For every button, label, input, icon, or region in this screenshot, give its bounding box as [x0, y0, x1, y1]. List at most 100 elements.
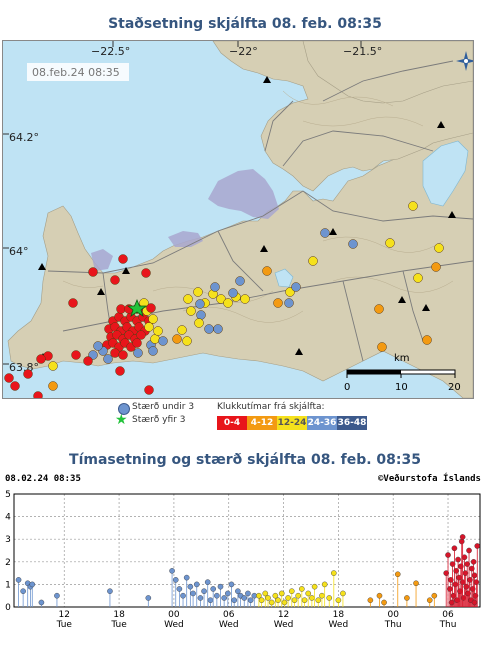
quake-point — [15, 577, 22, 583]
bin-24-36: 24-36 — [307, 416, 337, 430]
timeline-header-right: ©Veðurstofa Íslands — [378, 472, 481, 484]
quake-point — [335, 597, 342, 604]
earthquake-dot — [235, 276, 245, 286]
volcano-icon — [97, 288, 105, 295]
quake-point — [376, 592, 383, 599]
quake-point — [190, 590, 196, 597]
earthquake-dot — [228, 288, 238, 298]
bin-4-12: 4-12 — [247, 416, 277, 430]
quake-point — [288, 588, 295, 594]
quake-point — [458, 538, 465, 545]
quake-point — [464, 561, 471, 567]
earthquake-dot — [186, 306, 196, 316]
timeline-title: Tímasetning og stærð skjálfta 08. feb. 0… — [69, 452, 421, 468]
urban-area — [208, 169, 279, 219]
quake-point — [225, 590, 231, 597]
legend-time-title: Klukkutímar frá skjálfta: — [217, 402, 325, 412]
earthquake-dot — [150, 334, 160, 344]
earthquake-dot — [262, 266, 272, 276]
quake-point — [315, 597, 322, 604]
earthquake-dot — [153, 326, 163, 336]
earthquake-dot — [196, 310, 206, 320]
earthquake-dot — [116, 304, 126, 314]
earthquake-dot — [93, 341, 103, 351]
quake-point — [54, 592, 60, 599]
earthquake-dot — [33, 391, 43, 398]
lon-label-1: −22.5° — [91, 45, 130, 58]
earthquake-dot — [284, 298, 294, 308]
quake-point — [340, 590, 346, 597]
earthquake-dot — [374, 304, 384, 314]
earthquake-dot — [68, 298, 78, 308]
earthquake-dot — [133, 348, 143, 358]
lat-label-2: 64° — [9, 245, 29, 258]
quake-point — [193, 581, 200, 588]
earthquake-dot — [36, 354, 46, 364]
quake-point — [453, 568, 460, 574]
quake-point — [468, 565, 475, 572]
quake-point — [331, 570, 337, 576]
earthquake-dot — [110, 275, 120, 285]
volcano-icon — [122, 267, 130, 274]
x-tick-hour: 06 — [223, 610, 235, 620]
earthquake-dot — [71, 350, 81, 360]
earthquake-dot — [146, 303, 156, 313]
quake-point — [447, 586, 453, 592]
quake-point — [197, 595, 204, 601]
y-tick-label: 4 — [5, 513, 11, 523]
earthquake-dot — [103, 354, 113, 364]
quake-point — [471, 599, 478, 606]
quake-point — [319, 592, 325, 599]
quake-point — [321, 581, 328, 588]
quake-point — [29, 581, 36, 588]
earthquake-dot — [377, 342, 387, 352]
vedurstofa-logo-icon — [456, 51, 473, 71]
lon-label-3: −21.5° — [343, 45, 382, 58]
earthquake-map[interactable]: −22.5° −22° −21.5° 64.2° 64° 63.8° 08.fe… — [2, 40, 474, 399]
quake-point — [235, 588, 241, 594]
quake-point — [291, 597, 298, 604]
quake-point — [413, 580, 419, 587]
earthquake-dot — [413, 273, 423, 283]
earthquake-dot — [158, 336, 168, 346]
quake-point — [180, 592, 186, 599]
land-north-west — [302, 41, 473, 104]
quake-point — [176, 586, 183, 592]
quake-point — [295, 592, 301, 599]
map-title: Staðsetning skjálfta 08. feb. 08:35 — [108, 16, 382, 32]
quake-point — [231, 597, 238, 604]
quake-point — [443, 570, 449, 576]
earthquake-dot — [204, 324, 214, 334]
lat-label-3: 63.8° — [9, 361, 39, 374]
quake-point — [278, 590, 285, 597]
quake-point — [367, 597, 374, 604]
x-tick-day: Thu — [384, 620, 402, 630]
quake-point — [20, 588, 26, 594]
quake-point — [217, 583, 224, 590]
scale-unit: km — [394, 353, 410, 364]
quake-point — [265, 595, 271, 601]
earthquake-dot — [88, 267, 98, 277]
earthquake-dot — [320, 228, 330, 238]
earthquake-dot — [136, 330, 146, 340]
quake-point — [309, 595, 315, 601]
volcano-icon — [38, 263, 46, 270]
volcano-icon — [437, 121, 445, 128]
earthquake-dot — [291, 282, 301, 292]
quake-point — [183, 574, 190, 581]
quake-point — [311, 583, 318, 590]
time-legend-bins: 0-4 4-12 12-24 24-36 36-48 — [217, 416, 367, 430]
quake-point — [38, 599, 45, 606]
volcano-icon — [260, 245, 268, 252]
map-timestamp: 08.feb.24 08:35 — [32, 66, 120, 79]
x-tick-hour: 00 — [387, 610, 399, 620]
earthquake-dot — [148, 346, 158, 356]
earthquake-dot — [182, 336, 192, 346]
quake-point — [394, 571, 401, 578]
quake-point — [467, 577, 473, 583]
x-tick-day: Thu — [439, 620, 457, 630]
timestamp-box — [27, 63, 129, 81]
earthquake-dot — [434, 243, 444, 253]
quake-point — [459, 534, 466, 540]
